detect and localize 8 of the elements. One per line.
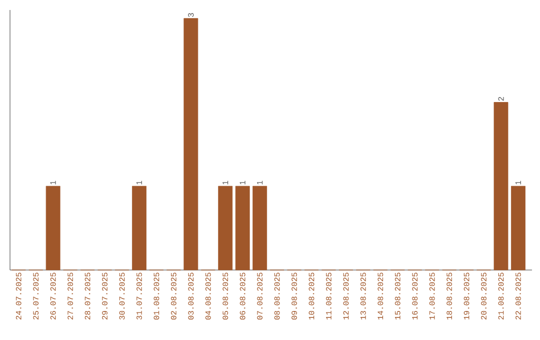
bar [132, 186, 146, 270]
bar [511, 186, 526, 270]
bar [235, 186, 250, 270]
bar [46, 186, 60, 270]
bar [218, 186, 233, 270]
bar [494, 102, 508, 270]
bar [184, 18, 198, 270]
bar [252, 186, 268, 270]
